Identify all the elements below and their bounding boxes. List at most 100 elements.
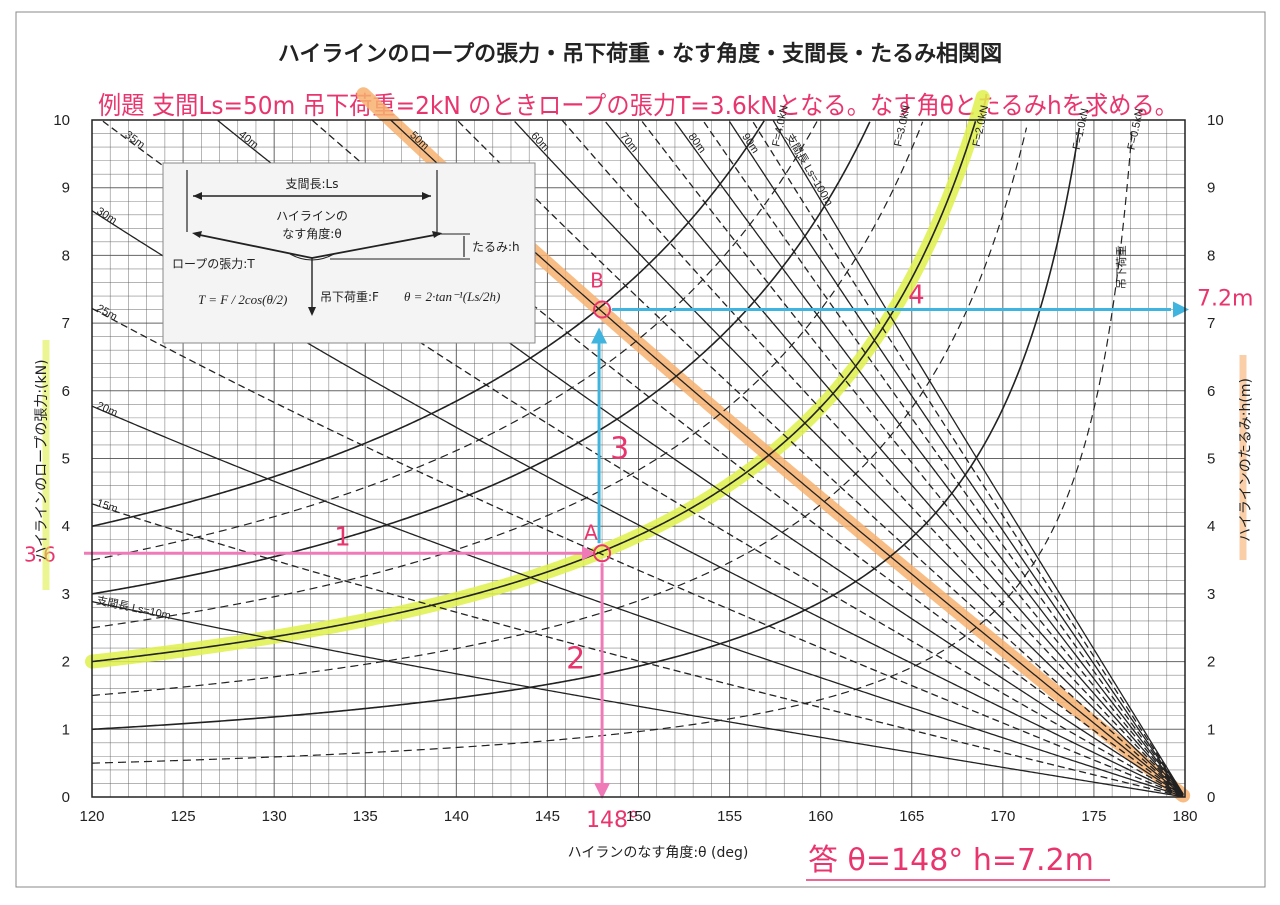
x-tick-label: 140 [444,808,469,825]
y-tick-label-right: 10 [1207,112,1224,129]
diagram-load-label: 吊下荷重:F [320,290,379,304]
sag-curve-label: 35m [122,129,146,151]
x-tick-label: 145 [535,808,560,825]
x-tick-label: 175 [1081,808,1106,825]
sag-curve [91,503,1184,798]
sag-curve [641,121,1184,796]
y-tick-label-right: 5 [1207,451,1215,468]
y-tick-label-right: 4 [1207,518,1215,535]
step4-arrowhead [1173,301,1189,318]
step2-arrowhead [594,783,611,799]
point-A-label: A [584,520,598,544]
sag-curve-label: 70m [617,131,640,155]
x-tick-label: 170 [990,808,1015,825]
sag-curve-label: 80m [686,131,708,155]
sag-curve-label: 30m [94,205,118,227]
point-B-label: B [590,269,604,293]
sag-curve [729,121,1184,795]
sag-curve-label: 40m [236,129,260,152]
bottom-value-mark: 148° [586,808,639,833]
x-tick-label: 130 [262,808,287,825]
x-tick-label: 120 [79,808,104,825]
y-axis-label-left: ハイラインのロープの張力:(kN) [34,359,50,560]
rope-arrowhead-left [192,231,202,238]
tension-curve [91,127,1081,731]
y-tick-label-left: 0 [62,789,70,806]
annotations: A B 1 2 3 4 3.6 148° 7.2m [24,269,1253,833]
problem-text: 例題 支間Ls=50m 吊下荷重=2kN のときロープの張力T=3.6kNとなる… [98,91,1178,120]
left-value-mark: 3.6 [24,542,56,566]
right-value-mark: 7.2m [1197,287,1253,312]
sag-curve [561,119,1184,796]
sag-curve [752,121,1184,795]
y-tick-label-left: 2 [62,654,70,671]
y-tick-label-right: 6 [1207,383,1215,400]
sag-curve [91,307,1184,797]
y-tick-label-left: 8 [62,247,70,264]
diagram-angle-label-2: なす角度:θ [282,226,341,241]
y-tick-label-right: 0 [1207,789,1215,806]
point-A-marker [593,544,612,563]
y-tick-label-right: 1 [1207,721,1215,738]
tension-curve [91,121,871,595]
y-tick-label-left: 6 [62,383,70,400]
rope-left [194,233,313,259]
y-axis-label-right: ハイラインのたるみ:h(m) [1238,378,1254,542]
sag-curve [605,121,1184,796]
step-1-label: 1 [334,522,351,552]
sag-curve-label: 25m [95,302,120,323]
x-axis-label: ハイランのなす角度:θ (deg) [568,845,749,861]
tension-curve [91,121,924,629]
y-tick-label-right: 3 [1207,586,1215,603]
sag-curve-label: 20m [95,400,119,419]
tension-curve [91,127,1028,697]
step1-arrowhead [582,546,597,561]
formula-T: T = F / 2cos(θ/2) [198,292,287,307]
y-tick-label-right: 2 [1207,654,1215,671]
diagram-tension-label: ロープの張力:T [172,257,255,271]
sag-curve [772,120,1184,795]
tension-curve [91,121,977,663]
step-3-label: 3 [610,432,629,467]
sag-curve [457,120,1184,796]
sag-curve [91,600,1184,798]
y-tick-label-left: 1 [62,721,70,738]
y-tick-label-left: 5 [62,451,70,468]
y-tick-label-left: 9 [62,180,70,197]
axes: 120 125 130 1 3 5 140 145 1 5 0 155 160 165 170 175 180 0… [53,112,1223,825]
sag-curve [91,405,1184,798]
answer-text: 答 θ=148° h=7.2m [808,843,1094,878]
sag-curve [674,121,1184,796]
y-tick-label-right: 7 [1207,315,1215,332]
tension-curve [91,121,818,561]
chart-title: ハイラインのロープの張力・吊下荷重・なす角度・支間長・たるみ相関図 [278,41,1002,67]
diagram-angle-label-1: ハイラインの [276,209,348,223]
formula-theta: θ = 2·tan⁻¹(Ls/2h) [404,289,500,304]
x-tick-label: 155 [717,808,742,825]
x-tick-label: 165 [899,808,924,825]
step3-arrowhead [591,327,608,344]
diagram-box: 支間長:Ls ハイラインの なす角度:θ たるみ:h ロープの張力:T 吊下荷重… [162,162,536,344]
tension-curve [91,128,1133,764]
sag-curve-label: 支間長 Ls=100m [783,131,836,208]
x-tick-label: 125 [171,808,196,825]
span-arrowhead-right [422,192,431,200]
load-arrowhead [308,307,316,316]
y-tick-label-right: 9 [1207,180,1215,197]
diagram-span-label: 支間長:Ls [286,177,339,191]
page-border [15,11,1266,888]
step-2-label: 2 [566,641,585,676]
sag-curve [514,120,1184,796]
y-tick-label-left: 3 [62,586,70,603]
point-B-marker [593,300,612,319]
y-tick-label-right: 8 [1207,247,1215,264]
y-tick-label-left: 10 [53,112,70,129]
x-tick-label: 180 [1172,808,1197,825]
diagram-sag-label: たるみ:h [472,240,520,254]
tension-curve [91,120,765,527]
plot-frame [91,119,1186,798]
x-tick-label: 160 [808,808,833,825]
rope-arrowhead-right [432,231,442,238]
